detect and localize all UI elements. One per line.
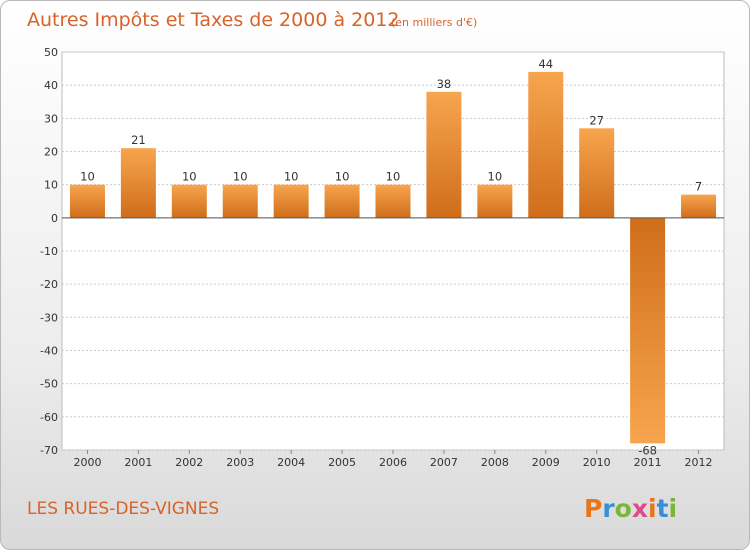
bar-2007 bbox=[426, 91, 462, 218]
logo-letter: t bbox=[657, 494, 669, 523]
y-tick-label: -50 bbox=[40, 378, 58, 391]
bar-2010 bbox=[579, 128, 615, 218]
x-tick-label: 2000 bbox=[73, 456, 101, 469]
y-tick-label: -60 bbox=[40, 411, 58, 424]
data-label-2000: 10 bbox=[80, 170, 95, 184]
x-tick-label: 2003 bbox=[226, 456, 254, 469]
bar-2003 bbox=[222, 184, 258, 218]
bar-2002 bbox=[171, 184, 207, 218]
y-tick-label: 20 bbox=[44, 146, 58, 159]
bar-2009 bbox=[528, 71, 564, 218]
data-label-2012: 7 bbox=[695, 180, 702, 194]
logo-letter: P bbox=[584, 494, 602, 523]
bar-2004 bbox=[273, 184, 309, 218]
plot-area bbox=[61, 51, 725, 451]
y-tick-label: 40 bbox=[44, 79, 58, 92]
proxiti-logo: Proxiti bbox=[584, 494, 677, 523]
y-tick-label: 0 bbox=[51, 212, 58, 225]
y-tick-label: -30 bbox=[40, 311, 58, 324]
x-axis-ticks: 2000 2001 2002 2003 2004 2005 2006 2007 2008 2009… bbox=[73, 450, 713, 469]
bar-2006 bbox=[375, 184, 411, 218]
data-label-2009: 44 bbox=[538, 57, 553, 71]
x-tick-label: 2011 bbox=[634, 456, 662, 469]
logo-letter: x bbox=[632, 494, 648, 523]
bar-2005 bbox=[324, 184, 360, 218]
x-tick-label: 2001 bbox=[124, 456, 152, 469]
bar-2001 bbox=[120, 148, 156, 218]
x-tick-label: 2012 bbox=[685, 456, 713, 469]
data-label-2010: 27 bbox=[589, 113, 604, 127]
y-tick-label: 50 bbox=[44, 46, 58, 59]
y-tick-label: 10 bbox=[44, 179, 58, 192]
bar-2012 bbox=[681, 194, 717, 218]
bars bbox=[69, 71, 717, 444]
bar-2000 bbox=[69, 184, 105, 218]
data-label-2008: 10 bbox=[488, 170, 503, 184]
x-tick-label: 2002 bbox=[175, 456, 203, 469]
logo-letter: i bbox=[648, 494, 657, 523]
data-label-2001: 21 bbox=[131, 133, 146, 147]
chart-title: Autres Impôts et Taxes de 2000 à 2012 bbox=[27, 9, 400, 31]
logo-letter: r bbox=[602, 494, 615, 523]
data-label-2004: 10 bbox=[284, 170, 299, 184]
y-tick-label: -20 bbox=[40, 278, 58, 291]
bar-2008 bbox=[477, 184, 513, 218]
commune-name: LES RUES-DES-VIGNES bbox=[27, 499, 219, 519]
data-label-2007: 38 bbox=[437, 77, 452, 91]
x-tick-label: 2006 bbox=[379, 456, 407, 469]
y-tick-label: -70 bbox=[40, 444, 58, 457]
bar-2011 bbox=[630, 217, 666, 444]
x-tick-label: 2007 bbox=[430, 456, 458, 469]
unit-note: (en milliers d'€) bbox=[391, 16, 477, 29]
y-axis-ticks: 50 40 30 20 10 0 -10 -20 -30 -40 -50 -60 -70 bbox=[40, 46, 58, 457]
data-label-2003: 10 bbox=[233, 170, 248, 184]
x-tick-label: 2005 bbox=[328, 456, 356, 469]
y-tick-label: -10 bbox=[40, 245, 58, 258]
x-tick-label: 2009 bbox=[532, 456, 560, 469]
y-tick-label: 30 bbox=[44, 112, 58, 125]
data-label-2006: 10 bbox=[386, 170, 401, 184]
y-tick-label: -40 bbox=[40, 345, 58, 358]
logo-letter: i bbox=[669, 494, 678, 523]
x-tick-label: 2010 bbox=[583, 456, 611, 469]
x-tick-label: 2008 bbox=[481, 456, 509, 469]
data-label-2005: 10 bbox=[335, 170, 350, 184]
x-tick-label: 2004 bbox=[277, 456, 305, 469]
data-label-2002: 10 bbox=[182, 170, 197, 184]
logo-letter: o bbox=[615, 494, 632, 523]
